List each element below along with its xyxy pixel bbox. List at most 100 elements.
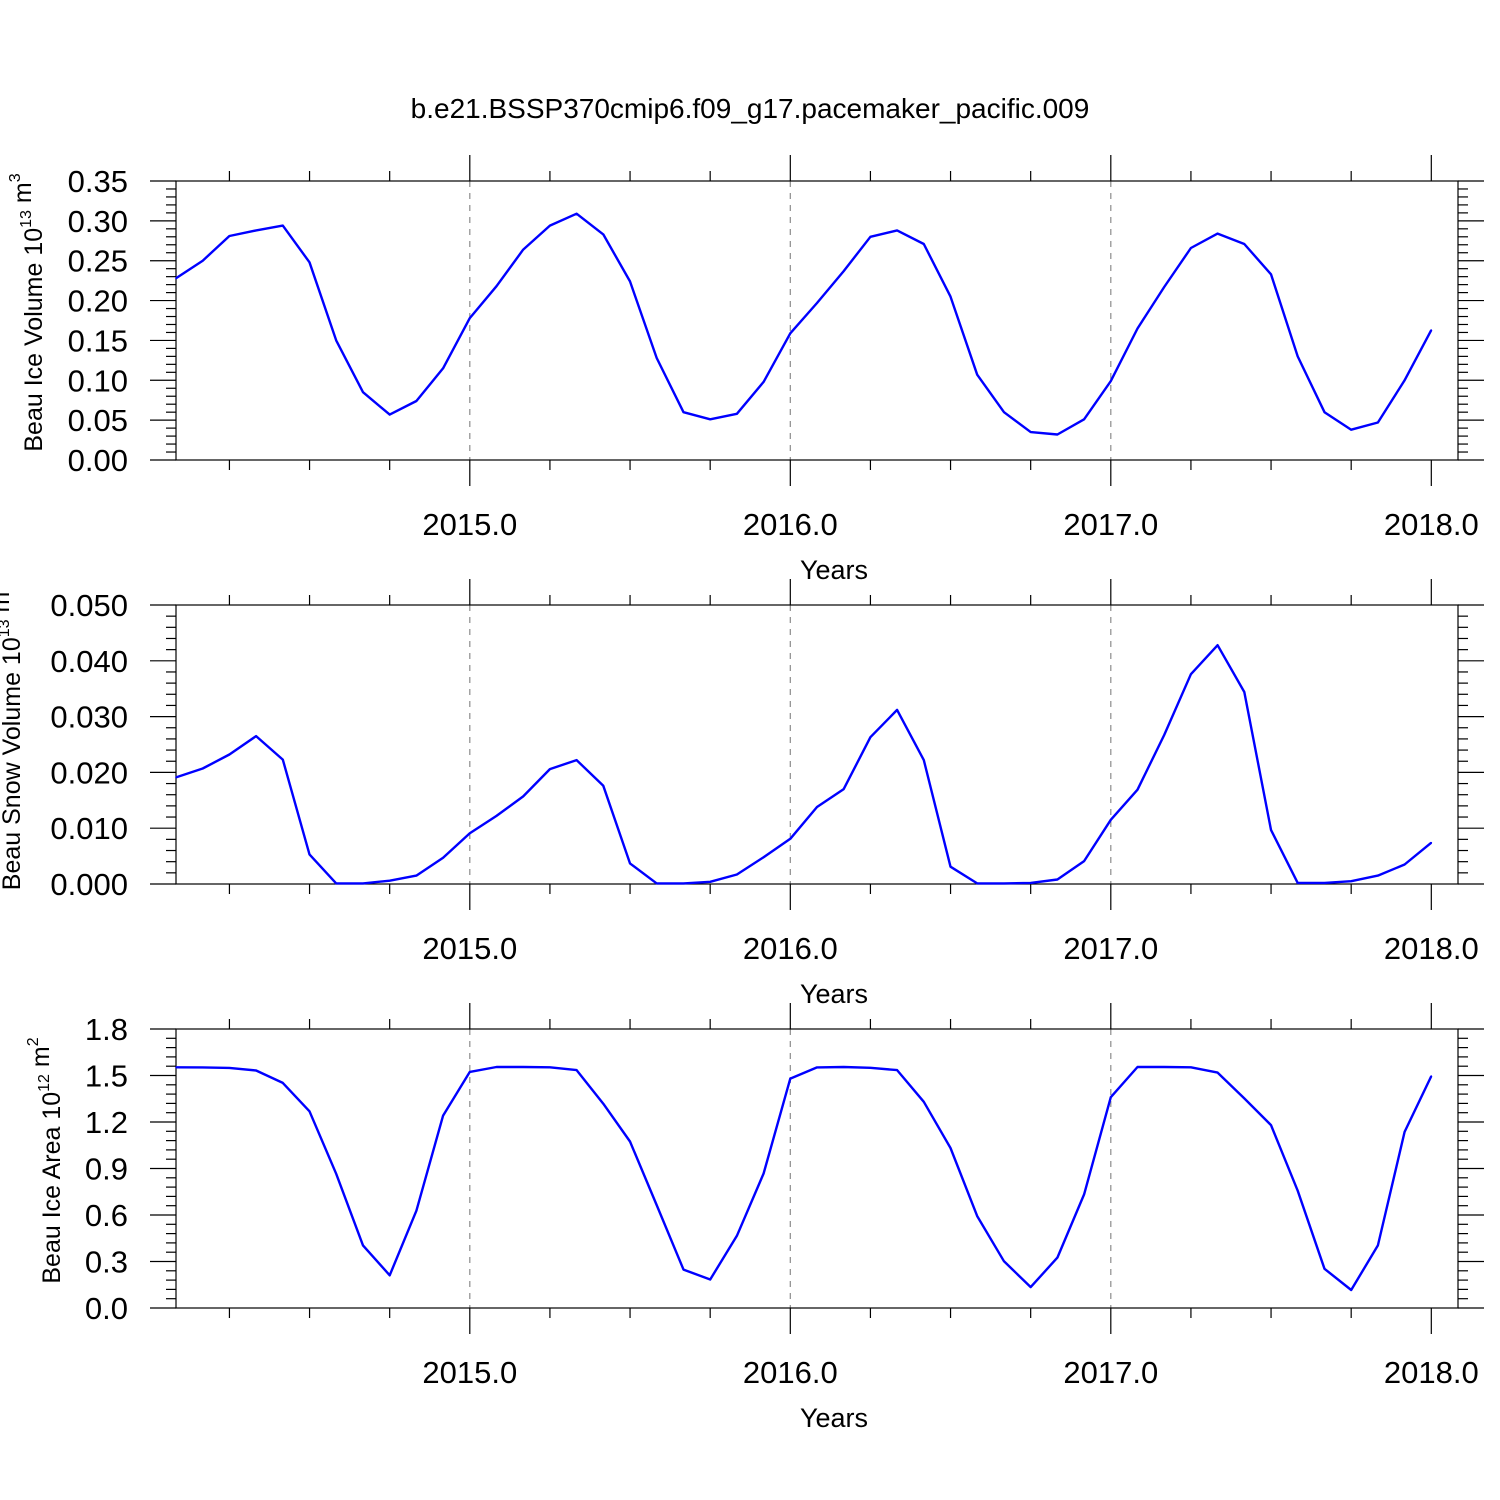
data-point <box>228 1067 231 1069</box>
data-point <box>1003 1260 1005 1263</box>
x-axis-label: Years <box>800 1403 868 1433</box>
data-point <box>709 1278 711 1281</box>
data-point <box>362 1244 364 1247</box>
panel-ice-area: 0.0 0.3 0.6 0.9 1.2 1.5 1.8 2015.0 2016.0 2017.0 2… <box>25 1003 1484 1433</box>
data-point <box>1350 428 1352 431</box>
y-tick-label: 0.35 <box>68 164 128 199</box>
data-point <box>1083 418 1085 421</box>
data-point <box>282 224 284 227</box>
data-point <box>949 865 952 868</box>
data-point <box>762 856 765 858</box>
data-point <box>1403 379 1406 382</box>
data-point <box>201 259 204 262</box>
data-point <box>549 768 551 770</box>
data-point <box>228 235 231 237</box>
data-point <box>1403 1131 1406 1133</box>
data-point <box>388 879 391 882</box>
data-point <box>308 853 311 856</box>
data-point <box>923 759 925 761</box>
data-point <box>201 1066 204 1069</box>
data-point <box>1430 1075 1433 1077</box>
data-point <box>442 857 444 859</box>
y-tick-label: 0.000 <box>50 867 128 902</box>
y-tick-label: 0.20 <box>68 284 128 319</box>
data-point <box>682 411 685 414</box>
y-axis-label: Beau Ice Volume 1013 m3 <box>7 173 48 451</box>
data-point <box>1110 1096 1112 1098</box>
y-tick-label: 0.020 <box>50 755 128 790</box>
data-point <box>816 1066 818 1069</box>
data-point <box>255 229 257 232</box>
data-point <box>1323 882 1326 884</box>
data-point <box>388 1274 391 1277</box>
data-point <box>1003 411 1005 414</box>
data-point <box>522 795 524 798</box>
data-point <box>923 243 925 245</box>
data-point <box>736 413 738 415</box>
data-point <box>1243 243 1246 245</box>
figure-title: b.e21.BSSP370cmip6.f09_g17.pacemaker_pac… <box>411 93 1090 124</box>
data-point <box>1430 841 1433 844</box>
data-point <box>789 838 792 840</box>
data-point <box>1296 1189 1299 1192</box>
data-point <box>1323 411 1326 414</box>
data-point <box>1163 734 1165 736</box>
data-point <box>629 862 631 865</box>
data-point <box>1136 1066 1139 1068</box>
data-point <box>1216 644 1219 646</box>
data-point <box>976 373 978 376</box>
y-tick-label: 0.30 <box>68 204 128 239</box>
data-point <box>602 233 605 236</box>
data-point <box>415 1209 418 1212</box>
data-point <box>442 1114 444 1117</box>
data-point <box>949 1147 952 1149</box>
data-point <box>1296 882 1299 884</box>
data-point <box>308 261 311 264</box>
x-tick-label: 2018.0 <box>1384 507 1479 542</box>
y-tick-label: 1.5 <box>85 1059 128 1094</box>
data-point <box>335 1173 338 1175</box>
data-point <box>842 788 845 790</box>
data-point <box>1163 1066 1165 1068</box>
data-point <box>549 224 551 227</box>
x-tick-label: 2016.0 <box>743 507 838 542</box>
data-point <box>736 1235 738 1237</box>
data-point <box>1190 1066 1192 1069</box>
data-point <box>1190 673 1192 675</box>
data-point <box>228 753 231 756</box>
data-point <box>1136 327 1139 330</box>
data-point <box>362 882 364 885</box>
data-point <box>1029 882 1032 884</box>
data-point <box>415 874 418 877</box>
data-point <box>1216 1071 1219 1074</box>
y-tick-label: 0.0 <box>85 1291 128 1326</box>
series-line <box>175 212 1433 436</box>
y-tick-label: 0.030 <box>50 700 128 735</box>
data-point <box>682 1268 685 1271</box>
data-point <box>469 317 471 319</box>
data-point <box>575 212 578 215</box>
data-point <box>1083 1193 1085 1196</box>
data-point <box>842 270 845 272</box>
data-point <box>976 882 978 885</box>
data-point <box>1403 863 1406 866</box>
data-point <box>575 1069 578 1071</box>
data-point <box>896 709 898 711</box>
data-point <box>1377 1244 1379 1247</box>
data-point <box>175 277 177 280</box>
data-point <box>869 736 872 738</box>
panel-snow-volume: 0.000 0.010 0.020 0.030 0.040 0.050 2015.0 2016… <box>0 579 1484 1009</box>
y-tick-label: 0.010 <box>50 811 128 846</box>
data-point <box>1430 329 1433 331</box>
data-point <box>709 418 711 421</box>
y-tick-label: 0.9 <box>85 1152 128 1187</box>
x-axis-label: Years <box>800 979 868 1009</box>
data-point <box>308 1110 311 1113</box>
y-tick-label: 0.25 <box>68 244 128 279</box>
data-point <box>1190 247 1192 249</box>
x-axis-label: Years <box>800 555 868 585</box>
data-point <box>682 882 685 885</box>
x-tick-label: 2017.0 <box>1063 1355 1158 1390</box>
y-axis-label: Beau Ice Area 1012 m2 <box>25 1037 66 1283</box>
x-tick-label: 2017.0 <box>1063 507 1158 542</box>
